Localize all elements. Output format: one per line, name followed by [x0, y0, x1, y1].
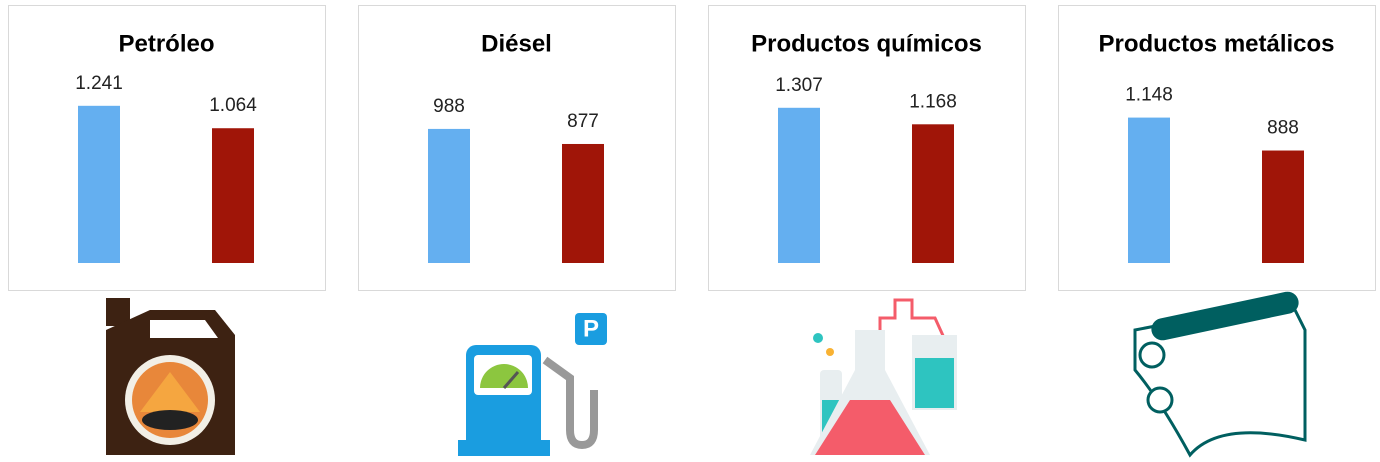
chart-panel: Productos químicos 1.307 1.168 — [708, 5, 1026, 291]
chart-title: Diésel — [481, 30, 552, 57]
chem-icon — [810, 298, 957, 455]
value-label: 877 — [567, 111, 599, 132]
bar — [1262, 150, 1304, 263]
value-label: 1.064 — [209, 95, 257, 116]
chart-panel: Productos metálicos 1.148 888 — [1058, 5, 1376, 291]
svg-text:P: P — [583, 315, 599, 342]
bar — [778, 107, 820, 263]
chart-title: Productos metálicos — [1098, 30, 1334, 57]
panel-frame — [1058, 5, 1376, 291]
chart-title: Petróleo — [118, 30, 214, 57]
chart-panel: Petróleo 1.241 1.064 — [8, 5, 326, 291]
chart-panel: Diésel 988 877 — [358, 5, 676, 291]
bar — [428, 128, 470, 263]
metal-icon — [1133, 291, 1307, 458]
panel-frame — [8, 5, 326, 291]
bar — [212, 128, 254, 263]
bar — [1128, 117, 1170, 263]
value-label: 888 — [1267, 118, 1299, 139]
value-label: 1.168 — [909, 91, 957, 112]
panel-frame — [358, 5, 676, 291]
value-label: 1.148 — [1125, 85, 1173, 106]
icons: P — [106, 291, 1307, 458]
bar — [78, 105, 120, 263]
chart-title: Productos químicos — [751, 30, 982, 57]
bar — [912, 124, 954, 263]
value-label: 1.241 — [75, 73, 123, 94]
value-label: 1.307 — [775, 75, 823, 96]
panel-frame — [708, 5, 1026, 291]
fuel-icon: P — [458, 313, 607, 456]
oil-icon — [106, 298, 235, 455]
bar — [562, 143, 604, 263]
value-label: 988 — [433, 96, 465, 117]
